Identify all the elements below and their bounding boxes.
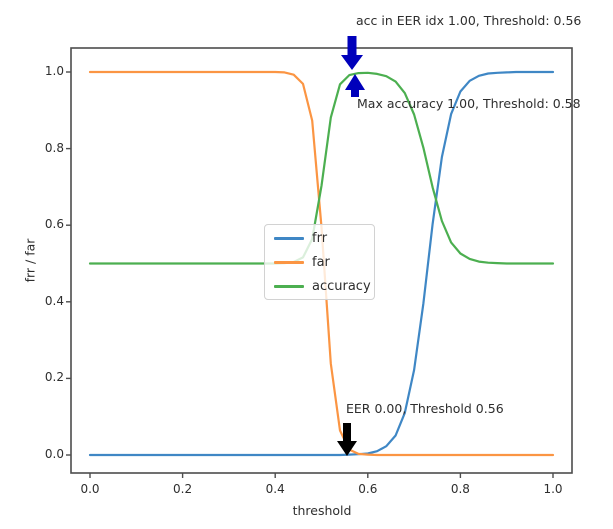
series-line-accuracy bbox=[88, 71, 555, 265]
y-tick-0.6: 0.6 bbox=[44, 217, 64, 231]
legend: frr far accuracy bbox=[264, 224, 375, 300]
y-tick-0.4: 0.4 bbox=[44, 294, 64, 308]
x-tick-0.6: 0.6 bbox=[358, 482, 378, 496]
legend-item-far: far bbox=[265, 251, 374, 275]
x-tick-0.0: 0.0 bbox=[80, 482, 100, 496]
x-tick-1.0: 1.0 bbox=[543, 482, 563, 496]
legend-label-frr: frr bbox=[312, 231, 328, 246]
annotation-acc-in-eer: acc in EER idx 1.00, Threshold: 0.56 bbox=[356, 13, 582, 28]
x-axis-label: threshold bbox=[292, 503, 352, 518]
legend-label-accuracy: accuracy bbox=[312, 279, 371, 294]
y-tick-0.2: 0.2 bbox=[44, 370, 64, 384]
y-tick-0.8: 0.8 bbox=[44, 141, 64, 155]
accuracy-line-sample-icon bbox=[274, 285, 304, 288]
x-tick-0.4: 0.4 bbox=[265, 482, 285, 496]
legend-item-frr: frr bbox=[265, 227, 374, 251]
x-tick-marks bbox=[89, 473, 554, 478]
y-tick-marks bbox=[66, 71, 71, 456]
annotation-eer: EER 0.00, Threshold 0.56 bbox=[346, 401, 504, 416]
legend-label-far: far bbox=[312, 255, 330, 270]
series-line-frr bbox=[88, 70, 555, 457]
y-tick-0.0: 0.0 bbox=[44, 447, 64, 461]
y-tick-1.0: 1.0 bbox=[44, 64, 64, 78]
frr-line-sample-icon bbox=[274, 237, 304, 240]
x-tick-0.2: 0.2 bbox=[173, 482, 193, 496]
annotation-max-accuracy: Max accuracy 1.00, Threshold: 0.58 bbox=[357, 96, 581, 111]
x-tick-0.8: 0.8 bbox=[450, 482, 470, 496]
max-accuracy-up-arrow-icon bbox=[345, 74, 365, 97]
axes-frame bbox=[70, 47, 573, 474]
acc-eer-down-arrow-icon bbox=[341, 36, 363, 70]
y-axis-label: frr / far bbox=[22, 238, 38, 283]
eer-down-arrow-icon bbox=[337, 423, 357, 456]
legend-item-accuracy: accuracy bbox=[265, 275, 374, 299]
far-line-sample-icon bbox=[274, 261, 304, 264]
